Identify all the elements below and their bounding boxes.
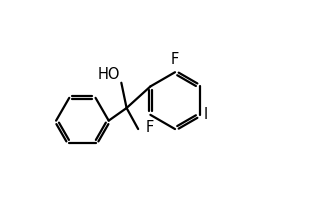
Text: F: F (171, 52, 179, 67)
Text: F: F (145, 120, 153, 135)
Text: HO: HO (98, 67, 120, 82)
Text: I: I (203, 107, 208, 122)
